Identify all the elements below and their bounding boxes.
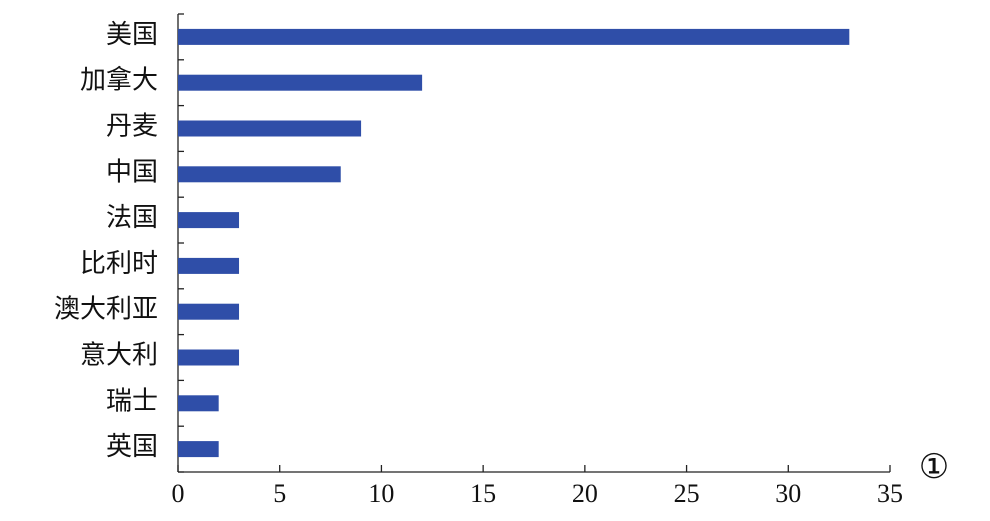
bar [178,212,240,229]
x-tick-label: 15 [470,479,496,508]
bar [178,28,850,45]
y-tick-label: 法国 [106,203,158,232]
x-tick-label: 20 [572,479,598,508]
bar [178,166,341,183]
x-tick-label: 30 [775,479,801,508]
y-tick-label: 丹麦 [106,111,158,140]
y-tick-label: 瑞士 [106,386,158,415]
x-tick-label: 5 [273,479,286,508]
panel-label: ① [919,449,949,486]
x-tick-label: 25 [674,479,700,508]
bar [178,120,362,137]
bar [178,441,219,458]
y-tick-label: 意大利 [80,340,158,369]
x-tick-label: 0 [172,479,185,508]
y-tick-label: 美国 [106,20,158,49]
bar [178,303,240,320]
x-tick-label: 35 [877,479,903,508]
y-tick-label: 中国 [106,157,158,186]
y-tick-label: 比利时 [80,249,158,278]
bar [178,74,423,91]
bar [178,349,240,366]
bar [178,395,219,412]
y-tick-label: 加拿大 [80,66,158,95]
y-tick-label: 英国 [106,432,158,461]
y-tick-label: 澳大利亚 [54,295,158,324]
bar [178,257,240,274]
x-tick-label: 10 [368,479,394,508]
